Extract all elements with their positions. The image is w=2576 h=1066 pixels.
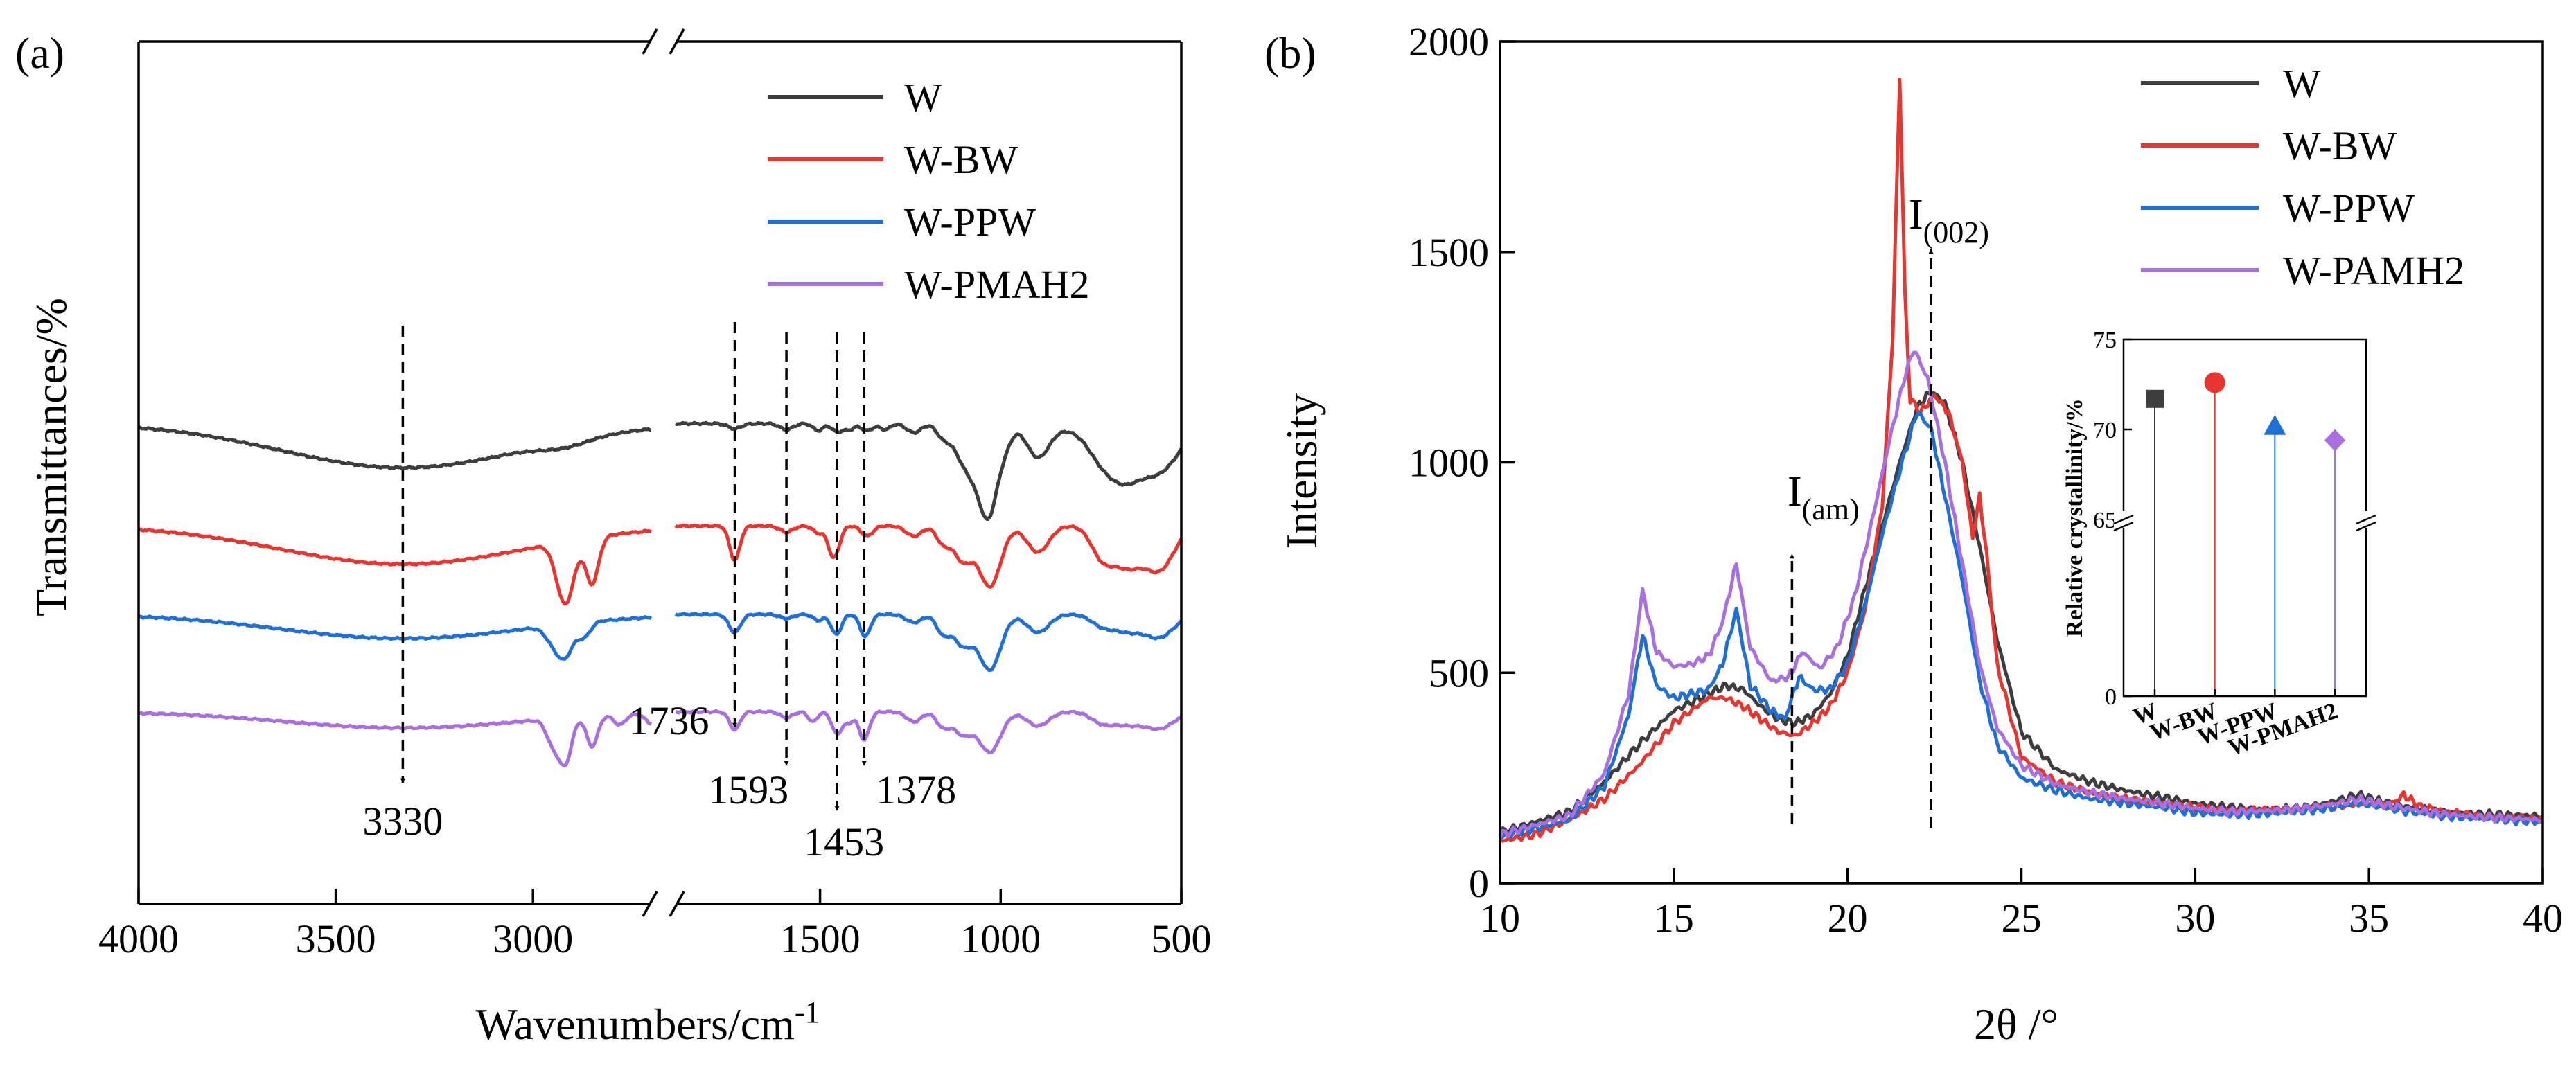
series-w-ppw-segment-1 <box>674 612 1183 673</box>
chart-b-series <box>1498 78 2544 843</box>
x-tick-label-a-3500: 3500 <box>296 916 376 961</box>
axis-break-mark <box>669 891 685 917</box>
x-tick-label-b-10: 10 <box>1480 896 1520 941</box>
legend-b-label-w: W <box>2283 61 2321 106</box>
chart-b: (b) I(am)I(002) 10 15 20 25 30 35 400500100015… <box>1264 19 2563 1049</box>
x-tick-label-b-30: 30 <box>2175 896 2215 941</box>
y-tick-label-b-1000: 1000 <box>1409 441 1489 486</box>
y-tick-label-b-500: 500 <box>1429 650 1489 695</box>
chart-b-axes: 10 15 20 25 30 35 40 0 500 1000 1500 2000 <box>1409 19 2563 941</box>
inset-break-mark <box>2113 521 2134 532</box>
chart-a-annotations: 3330 1736 1593 1453 1378 <box>362 322 956 864</box>
annotation-label-1593: 1593 <box>708 767 788 812</box>
series-w-segment-0 <box>138 425 652 470</box>
chart-a: (a) 3330 1736 1593 1453 1378 4000 3500 3000 150… <box>15 28 1212 1049</box>
chart-b-annotations: I(am)I(002) <box>1788 191 1989 828</box>
x-tick-label-b-15: 15 <box>1654 896 1694 941</box>
inset-point-w <box>2146 389 2164 408</box>
series-w-pmah2-segment-1 <box>675 709 1183 755</box>
legend-a-label-w-pmah2: W-PMAH2 <box>904 262 1089 307</box>
x-tick-label-b-25: 25 <box>2002 896 2042 941</box>
series-w-pamh2 <box>1498 350 2544 839</box>
y-tick-label-b-0: 0 <box>1469 861 1489 906</box>
legend-b-label-w-ppw: W-PPW <box>2283 186 2415 231</box>
chart-b-ylabel: Intensity <box>1277 393 1326 549</box>
inset-point-w-bw <box>2204 372 2225 393</box>
x-tick-label-b-40: 40 <box>2523 896 2563 941</box>
chart-a-legend: W W-BW W-PPW W-PMAH2 <box>768 75 1089 307</box>
chart-a-ylabel: Transmittances/% <box>26 298 76 616</box>
x-tick-label-a-4000: 4000 <box>98 916 179 961</box>
annotation-label-3330: 3330 <box>362 799 443 844</box>
inset-break-mark <box>2356 514 2376 525</box>
x-tick-label-a-1000: 1000 <box>960 916 1041 961</box>
axis-break-mark <box>642 28 658 55</box>
series-w-segment-1 <box>675 420 1183 522</box>
annotation-label-1378: 1378 <box>876 767 956 812</box>
series-w-pmah2-segment-0 <box>138 711 653 768</box>
inset-break-mark <box>2356 521 2376 532</box>
inset-point-w-pmah2 <box>2324 429 2345 452</box>
legend-a-label-w-ppw: W-PPW <box>904 199 1036 245</box>
annotation-label--002-: I(002) <box>1909 191 1989 249</box>
legend-b-label-w-pamh2: W-PAMH2 <box>2283 248 2464 293</box>
axis-break-mark <box>669 28 685 55</box>
inset-y-tick-label-70: 70 <box>2093 418 2117 443</box>
chart-b-legend: W W-BW W-PPW W-PAMH2 <box>2141 61 2464 293</box>
inset-break-mark <box>2113 514 2134 525</box>
chart-b-xlabel: 2θ /° <box>1974 1000 2058 1049</box>
series-w-bw-segment-1 <box>674 523 1183 589</box>
inset-point-w-ppw <box>2264 414 2286 435</box>
annotation-label-1736: 1736 <box>629 698 709 743</box>
series-w-ppw-segment-0 <box>138 614 653 661</box>
y-tick-label-b-1500: 1500 <box>1409 230 1489 275</box>
inset-ylabel: Relative crystallinity/% <box>2062 398 2088 637</box>
x-tick-label-b-20: 20 <box>1828 896 1868 941</box>
legend-a-label-w: W <box>904 75 942 120</box>
y-tick-label-b-2000: 2000 <box>1409 19 1489 64</box>
chart-a-axes: 4000 3500 3000 1500 1000 500 <box>98 28 1212 961</box>
annotation-label-main: I <box>1909 191 1923 238</box>
x-tick-label-b-35: 35 <box>2349 896 2389 941</box>
x-tick-label-a-3000: 3000 <box>493 916 573 961</box>
annotation-label--am-: I(am) <box>1788 468 1860 526</box>
annotation-label-1453: 1453 <box>804 819 884 864</box>
series-w <box>1498 391 2544 836</box>
panel-label-a: (a) <box>15 28 64 78</box>
chart-a-series <box>138 420 1183 768</box>
legend-a-label-w-bw: W-BW <box>904 137 1018 182</box>
chart-a-xlabel-sup: -1 <box>795 995 820 1029</box>
annotation-label-main: I <box>1788 468 1802 515</box>
axis-break-mark <box>642 891 658 917</box>
inset-frame <box>2122 338 2367 698</box>
x-tick-label-a-500: 500 <box>1152 916 1212 961</box>
panel-label-b: (b) <box>1264 28 1316 78</box>
inset-y-tick-label-0: 0 <box>2105 684 2117 710</box>
inset-y-tick-label-75: 75 <box>2093 328 2117 353</box>
x-tick-label-a-1500: 1500 <box>780 916 861 961</box>
series-w-bw-segment-0 <box>138 527 652 606</box>
legend-b-label-w-bw: W-BW <box>2283 123 2397 168</box>
inset-y-tick-label-65: 65 <box>2093 508 2117 533</box>
chart-a-xlabel-main: Wavenumbers/cm <box>475 1000 794 1049</box>
annotation-label-sub: (am) <box>1802 492 1860 526</box>
chart-a-xlabel: Wavenumbers/cm-1 <box>475 995 820 1049</box>
series-w-ppw <box>1499 411 2544 840</box>
annotation-label-sub: (002) <box>1923 215 1989 249</box>
